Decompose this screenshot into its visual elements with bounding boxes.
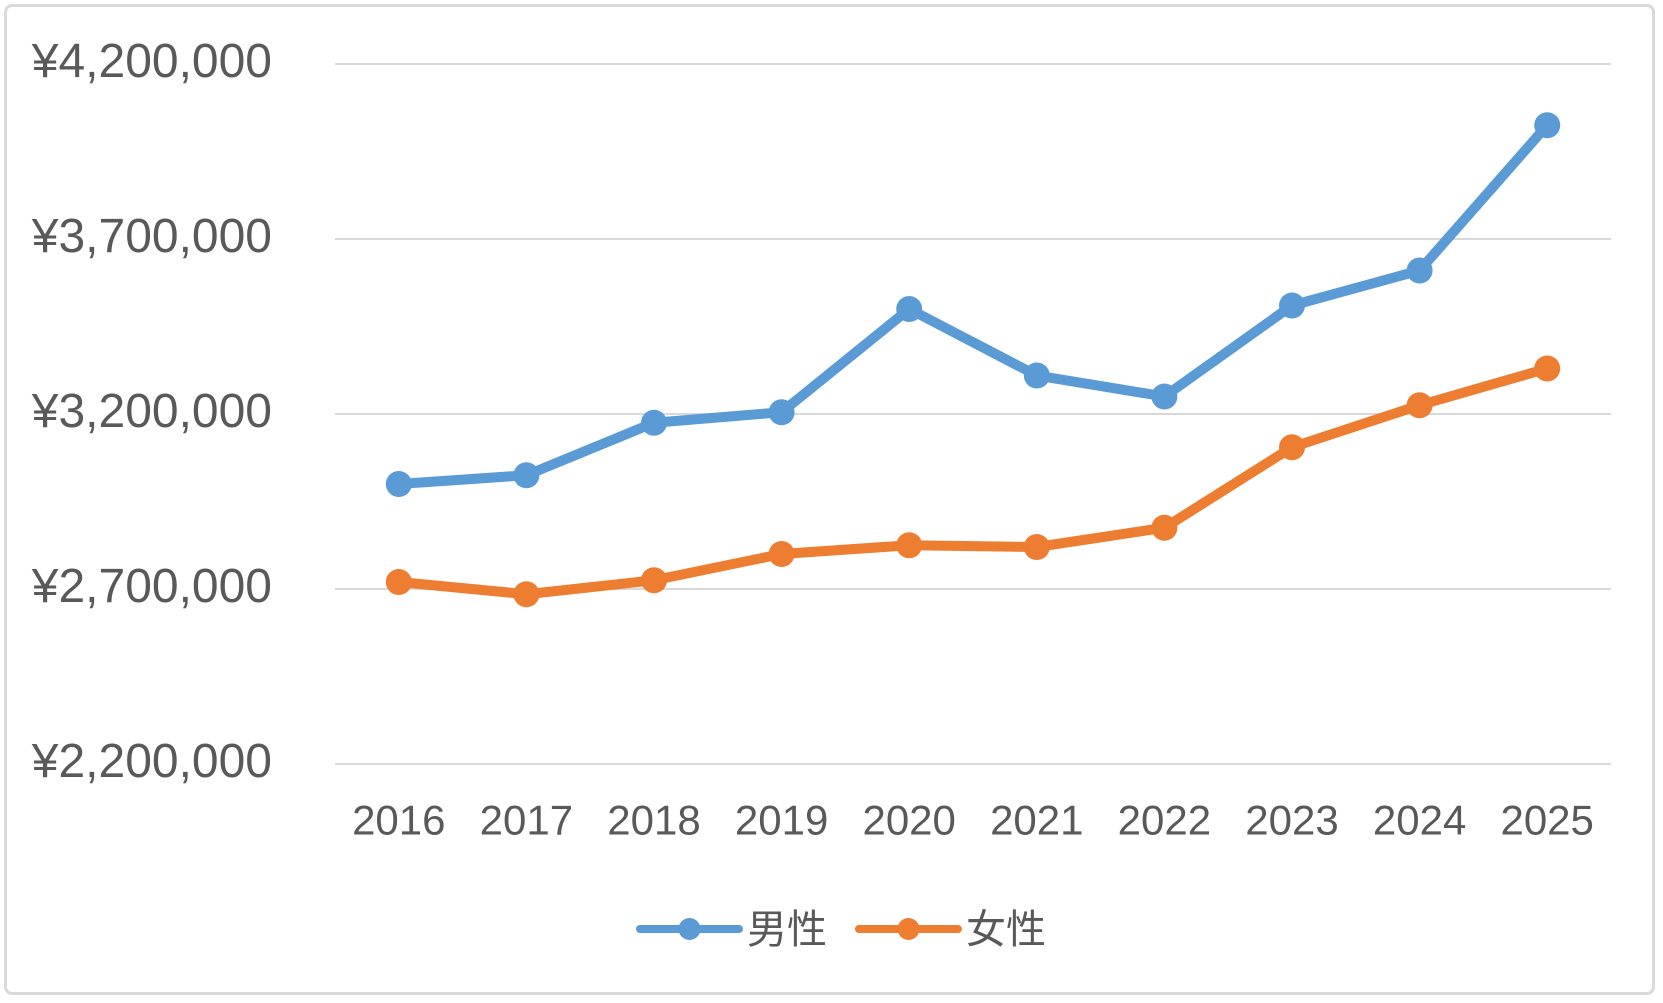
x-axis-tick-label: 2021 (990, 797, 1083, 844)
female-series-marker (1151, 514, 1178, 541)
y-axis-tick-label: ¥3,700,000 (31, 210, 272, 263)
female-series-marker (1023, 534, 1050, 560)
male-series (385, 112, 1561, 497)
x-axis-tick-label: 2023 (1245, 797, 1338, 844)
male-series-marker (1279, 292, 1305, 319)
y-axis-tick-label: ¥4,200,000 (31, 35, 272, 88)
y-axis-tick-label: ¥3,200,000 (31, 385, 272, 438)
male-series-marker (896, 296, 923, 322)
legend-item-female: 女性 (855, 908, 1046, 952)
male-series-marker (513, 462, 540, 489)
legend-male-marker (678, 918, 701, 940)
female-series-marker (1279, 434, 1305, 461)
male-series-marker (768, 399, 795, 426)
chart-border: ¥2,200,000 ¥2,700,000 ¥3,200,000 ¥3,700,000… (4, 4, 1655, 995)
x-axis-tick-label: 2025 (1500, 797, 1593, 844)
y-axis-tick-label: ¥2,200,000 (31, 735, 272, 788)
legend-female-marker (897, 918, 920, 940)
x-axis-tick-label: 2016 (352, 797, 445, 844)
y-axis-tick-label: ¥2,700,000 (31, 560, 272, 613)
legend-item-male: 男性 (636, 908, 827, 952)
male-series-marker (641, 409, 667, 436)
x-axis-tick-label: 2018 (607, 797, 700, 844)
female-series-marker (896, 532, 923, 559)
male-series-line (393, 120, 1553, 489)
female-series-line (393, 363, 1553, 600)
salary-by-gender-line-chart: ¥2,200,000 ¥2,700,000 ¥3,200,000 ¥3,700,000… (31, 35, 1611, 952)
x-axis-tick-label: 2017 (480, 797, 573, 844)
female-series-marker (1406, 392, 1433, 419)
female-series-marker (385, 569, 412, 595)
female-series-marker (1534, 355, 1561, 382)
x-axis-tick-label: 2022 (1118, 797, 1211, 844)
legend-male-label: 男性 (747, 908, 827, 952)
x-axis-tick-label: 2019 (735, 797, 828, 844)
x-axis-tick-label: 2020 (862, 797, 955, 844)
female-series-marker (768, 541, 795, 567)
male-series-marker (1534, 112, 1561, 139)
male-series-marker (1406, 257, 1433, 284)
female-series-marker (513, 581, 540, 608)
x-axis-tick-label: 2024 (1373, 797, 1466, 844)
female-series (385, 355, 1561, 608)
legend-female-label: 女性 (966, 908, 1046, 952)
male-series-marker (1023, 362, 1050, 389)
male-series-marker (1151, 383, 1178, 410)
male-series-marker (385, 471, 412, 497)
female-series-marker (641, 567, 667, 594)
